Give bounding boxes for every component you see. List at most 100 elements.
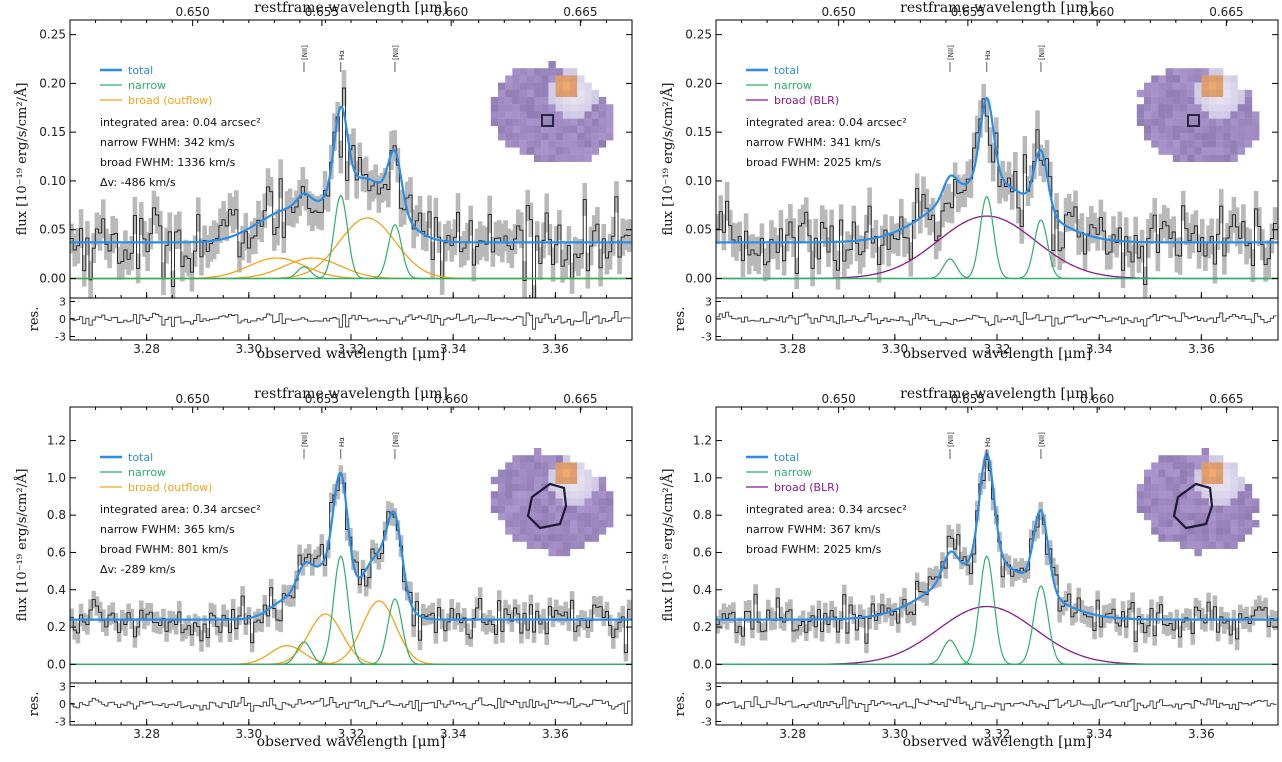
map-pixel <box>1187 455 1195 463</box>
map-pixel <box>598 527 607 535</box>
map-pixel <box>519 68 527 76</box>
map-pixel <box>1172 147 1181 155</box>
panel-top-left: 3.28 3.30 3.32 3.34 3.36 0.650 0.655 0.660 0.665… <box>14 0 633 362</box>
map-pixel <box>1230 462 1238 470</box>
map-pixel <box>1180 97 1188 105</box>
map-pixel <box>577 484 585 492</box>
map-pixel <box>534 469 542 477</box>
x-tick-label: 3.36 <box>1188 342 1215 356</box>
map-pixel <box>1216 147 1224 155</box>
top-tick-label: 0.655 <box>951 5 985 19</box>
narrow-component-2 <box>70 598 632 665</box>
map-pixel <box>512 133 520 141</box>
map-pixel <box>584 97 592 105</box>
map-pixel <box>577 520 585 528</box>
map-pixel <box>1244 512 1253 521</box>
map-pixel <box>584 82 592 90</box>
top-tick-label: 0.660 <box>434 392 468 406</box>
map-pixel <box>570 512 578 521</box>
map-pixel <box>1230 118 1238 126</box>
map-pixel <box>584 520 592 528</box>
map-pixel <box>526 541 535 549</box>
map-pixel <box>555 462 563 470</box>
map-pixel <box>584 527 592 535</box>
map-pixel <box>1208 68 1217 76</box>
map-pixel <box>570 133 578 141</box>
map-pixel <box>1144 469 1152 477</box>
map-pixel <box>1216 154 1224 162</box>
broad-component-1 <box>70 257 632 280</box>
map-pixel <box>562 527 571 535</box>
map-pixel <box>1172 104 1181 112</box>
annotation: broad FWHM: 2025 km/s <box>746 543 882 556</box>
map-pixel <box>1136 111 1145 119</box>
map-pixel <box>1208 140 1217 148</box>
y-axis-label: flux [10⁻¹⁹ erg/s/cm²/Å] <box>660 469 676 622</box>
map-pixel <box>1244 89 1253 98</box>
map-pixel <box>1216 133 1224 141</box>
map-pixel <box>1151 476 1159 485</box>
map-pixel <box>534 68 542 76</box>
map-pixel <box>562 455 571 463</box>
map-pixel <box>512 527 520 535</box>
map-pixel <box>1172 111 1181 119</box>
map-pixel <box>1158 498 1166 506</box>
x-tick-label: 3.34 <box>440 727 467 741</box>
map-pixel <box>1187 154 1195 162</box>
map-pixel <box>1237 484 1245 492</box>
map-pixel <box>1216 118 1224 126</box>
map-pixel <box>1252 111 1260 119</box>
map-pixel <box>1172 491 1181 499</box>
y-tick-label: 1.2 <box>47 434 66 448</box>
map-pixel <box>1165 476 1173 485</box>
map-pixel <box>1223 125 1231 134</box>
map-pixel <box>1158 505 1166 513</box>
map-pixel <box>555 140 563 148</box>
map-pixel <box>1223 498 1231 506</box>
map-pixel <box>606 520 614 528</box>
map-pixel <box>1230 505 1238 513</box>
map-pixel <box>1187 476 1195 485</box>
map-pixel <box>490 97 499 105</box>
narrow-component-2 <box>716 219 1278 280</box>
map-pixel <box>1187 82 1195 90</box>
map-pixel <box>562 111 571 119</box>
map-pixel <box>1230 534 1238 542</box>
map-pixel <box>1187 541 1195 549</box>
map-pixel <box>1165 147 1173 155</box>
map-pixel <box>1208 118 1217 126</box>
map-pixel <box>1194 548 1202 557</box>
error-bar <box>1142 266 1148 298</box>
map-pixel <box>1201 82 1209 90</box>
map-pixel <box>541 125 549 134</box>
map-pixel <box>1172 520 1181 528</box>
map-pixel <box>591 520 599 528</box>
map-pixel <box>490 118 499 126</box>
map-pixel <box>1201 104 1209 112</box>
map-pixel <box>1223 527 1231 535</box>
map-pixel <box>1201 68 1209 76</box>
map-pixel <box>1144 111 1152 119</box>
map-pixel <box>584 133 592 141</box>
map-pixel <box>505 82 513 90</box>
map-pixel <box>505 111 513 119</box>
x-tick-label: 3.28 <box>133 342 160 356</box>
map-pixel <box>570 154 578 162</box>
map-pixel <box>591 111 599 119</box>
map-pixel <box>570 469 578 477</box>
map-pixel <box>1158 476 1166 485</box>
map-pixel <box>519 520 527 528</box>
aperture-polygon <box>526 482 568 530</box>
map-pixel <box>1230 97 1238 105</box>
map-pixel <box>555 133 563 141</box>
map-pixel <box>519 82 527 90</box>
map-pixel <box>490 505 499 513</box>
map-pixel <box>577 89 585 98</box>
map-pixel <box>598 125 607 134</box>
map-pixel <box>1144 133 1152 141</box>
map-pixel <box>1144 498 1152 506</box>
x-tick-label: 3.36 <box>542 342 569 356</box>
map-pixel <box>548 97 556 105</box>
map-pixel <box>606 125 614 134</box>
